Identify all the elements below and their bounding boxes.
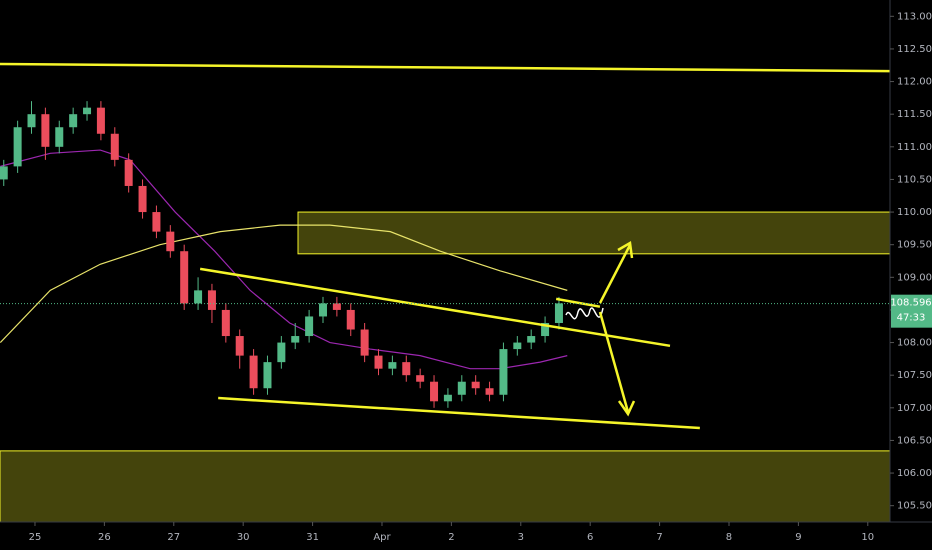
- x-tick-label: 2: [448, 532, 454, 543]
- candle-body: [554, 303, 563, 323]
- candle-body: [305, 316, 314, 337]
- candle-body: [83, 107, 92, 115]
- candle-body: [402, 362, 411, 376]
- x-tick-label: 8: [726, 532, 732, 543]
- candle-body: [124, 159, 133, 186]
- countdown: 47:33: [897, 313, 926, 324]
- candle-body: [0, 166, 8, 180]
- y-tick-label: 110.500: [897, 174, 932, 185]
- candle-body: [138, 185, 147, 213]
- candle-body: [374, 355, 383, 369]
- candle-body: [207, 290, 216, 310]
- price-label: 108.596: [890, 298, 931, 309]
- candle-body: [430, 381, 439, 402]
- candle-body: [457, 381, 466, 395]
- x-tick-label: 6: [587, 532, 593, 543]
- x-tick-label: 26: [98, 532, 111, 543]
- y-tick-label: 112.000: [897, 77, 932, 88]
- candle-body: [277, 342, 286, 363]
- squiggle: [565, 307, 604, 320]
- candle-body: [527, 336, 536, 343]
- y-tick-label: 113.000: [897, 11, 932, 22]
- y-tick-label: 111.500: [897, 109, 932, 120]
- trendline: [199, 267, 671, 348]
- trendline: [555, 297, 601, 308]
- y-tick-label: 108.000: [897, 338, 932, 349]
- x-tick-label: 9: [795, 532, 801, 543]
- candle-body: [346, 309, 355, 330]
- y-tick-label: 106.000: [897, 468, 932, 479]
- candle-body: [152, 212, 161, 232]
- trendline: [0, 62, 891, 73]
- y-tick-label: 109.000: [897, 272, 932, 283]
- x-tick-label: 27: [167, 532, 180, 543]
- candle-body: [263, 362, 272, 389]
- x-tick-label: 7: [656, 532, 662, 543]
- candle-body: [110, 133, 119, 160]
- y-tick-label: 110.000: [897, 207, 932, 218]
- zone: [297, 211, 891, 255]
- candle-body: [13, 127, 22, 167]
- candle-body: [180, 251, 189, 304]
- candle-body: [55, 127, 64, 147]
- candle-body: [541, 322, 550, 337]
- candle-body: [485, 388, 494, 395]
- y-tick-label: 105.500: [897, 501, 932, 512]
- candle-body: [41, 114, 50, 147]
- x-tick-label: Apr: [373, 532, 391, 543]
- moving-average: [0, 149, 568, 370]
- candle-body: [69, 114, 78, 128]
- arrows: [598, 240, 636, 417]
- x-tick-label: 31: [306, 532, 319, 543]
- candle-body: [27, 114, 36, 128]
- candle-body: [291, 336, 300, 343]
- candle-body: [513, 342, 522, 350]
- candle-body: [332, 303, 341, 310]
- candle-body: [96, 107, 105, 134]
- zone: [0, 450, 891, 523]
- candle-body: [471, 381, 480, 389]
- candle-body: [318, 303, 327, 317]
- y-tick-label: 107.000: [897, 403, 932, 414]
- y-tick-label: 107.500: [897, 370, 932, 381]
- y-tick-label: 109.500: [897, 240, 932, 251]
- x-tick-label: 10: [861, 532, 874, 543]
- candle-body: [249, 355, 258, 389]
- x-tick-label: 30: [237, 532, 250, 543]
- y-tick-label: 106.500: [897, 435, 932, 446]
- trendline: [218, 396, 700, 430]
- candle-body: [235, 336, 244, 356]
- y-tick-label: 111.000: [897, 142, 932, 153]
- candle-body: [166, 231, 175, 252]
- moving-average: [0, 224, 568, 343]
- candle-body: [194, 290, 203, 304]
- candle-body: [388, 362, 397, 369]
- candle-body: [443, 394, 452, 402]
- candle-body: [360, 329, 369, 356]
- candle-body: [416, 375, 425, 382]
- x-tick-label: 3: [518, 532, 524, 543]
- candle-body: [499, 349, 508, 395]
- x-tick-label: 25: [29, 532, 42, 543]
- price-label-box: [891, 294, 932, 328]
- candle-body: [221, 309, 230, 337]
- y-tick-label: 112.500: [897, 44, 932, 55]
